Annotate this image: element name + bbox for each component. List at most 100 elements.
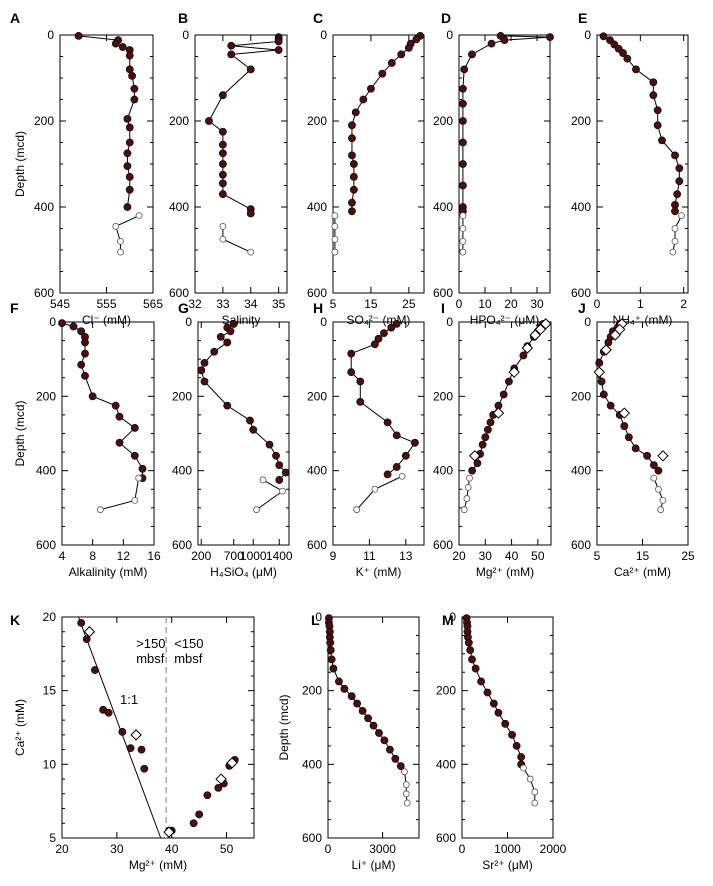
data-point-diamond bbox=[657, 450, 669, 462]
y-tick-label: 400 bbox=[571, 464, 591, 478]
data-point bbox=[392, 463, 401, 471]
x-tick-label: 5 bbox=[330, 297, 337, 311]
data-point bbox=[359, 95, 368, 104]
data-point bbox=[115, 412, 124, 421]
y-tick-label: 200 bbox=[307, 114, 327, 128]
data-point bbox=[349, 172, 358, 181]
data-point bbox=[77, 618, 86, 627]
data-point-diamond bbox=[83, 626, 96, 638]
data-point bbox=[512, 742, 521, 750]
data-point bbox=[91, 666, 99, 674]
y-tick-label: 15 bbox=[43, 684, 57, 698]
y-tick-label: 200 bbox=[36, 389, 56, 403]
y-axis-label: Ca²⁺ (mM) bbox=[13, 699, 27, 756]
data-point-diamond bbox=[618, 407, 631, 419]
x-tick-label: 12 bbox=[117, 549, 131, 563]
data-point bbox=[517, 753, 526, 761]
data-point-open bbox=[678, 212, 685, 220]
x-tick-label: 545 bbox=[50, 297, 70, 311]
series-line bbox=[466, 618, 522, 765]
x-tick-label: 200 bbox=[191, 549, 211, 563]
data-point bbox=[369, 721, 378, 730]
data-point bbox=[265, 440, 274, 449]
series-line bbox=[208, 37, 280, 214]
y-tick-label: 600 bbox=[436, 831, 456, 845]
x-axis-label: Alkalinity (mM) bbox=[69, 565, 148, 579]
data-point bbox=[226, 327, 235, 336]
data-point bbox=[115, 438, 124, 447]
y-tick-label: 10 bbox=[43, 757, 57, 771]
x-axis-label: SO₄²⁻ (mM) bbox=[347, 313, 411, 327]
x-tick-label: 40 bbox=[165, 842, 179, 856]
data-point bbox=[654, 466, 663, 475]
data-point bbox=[81, 349, 89, 358]
y-tick-label: 5 bbox=[49, 831, 56, 845]
data-point bbox=[218, 127, 227, 136]
panel-letter: F bbox=[10, 300, 19, 316]
data-point bbox=[81, 338, 89, 347]
data-point bbox=[349, 185, 358, 194]
data-point-diamond bbox=[215, 773, 227, 785]
data-point bbox=[397, 50, 406, 59]
x-tick-label: 0 bbox=[459, 842, 466, 856]
panel-letter: E bbox=[578, 10, 587, 26]
data-point-open bbox=[671, 237, 679, 245]
y-tick-label: 0 bbox=[315, 610, 322, 624]
data-point-open bbox=[460, 506, 468, 514]
data-point-open bbox=[135, 474, 143, 482]
data-point bbox=[218, 149, 227, 158]
data-point-open bbox=[219, 235, 227, 243]
data-point bbox=[246, 209, 255, 218]
series-line bbox=[522, 767, 536, 804]
y-tick-label: 600 bbox=[302, 831, 322, 845]
data-point-open bbox=[247, 248, 255, 256]
x-tick-label: 50 bbox=[531, 549, 545, 563]
data-point bbox=[326, 638, 335, 647]
panel-letter: B bbox=[178, 10, 188, 26]
y-tick-label: 600 bbox=[307, 286, 327, 300]
data-point bbox=[487, 39, 496, 48]
data-point-open bbox=[531, 799, 539, 807]
y-tick-label: 0 bbox=[49, 315, 56, 329]
data-point bbox=[69, 322, 78, 331]
y-tick-label: 400 bbox=[34, 200, 54, 214]
data-point-diamond bbox=[163, 826, 175, 838]
data-point bbox=[275, 476, 284, 484]
data-point bbox=[197, 366, 206, 375]
data-point-open bbox=[655, 485, 662, 493]
data-point-open bbox=[459, 212, 467, 220]
data-point-diamond bbox=[130, 729, 142, 741]
data-point-open bbox=[650, 474, 658, 482]
data-point-diamond bbox=[492, 407, 505, 419]
x-tick-label: 33 bbox=[216, 297, 230, 311]
y-tick-label: 400 bbox=[172, 464, 192, 478]
plot-frame bbox=[458, 34, 551, 294]
data-point bbox=[597, 377, 606, 386]
data-point bbox=[649, 461, 658, 469]
data-point bbox=[223, 401, 232, 410]
y-tick-label: 0 bbox=[320, 28, 327, 42]
data-point bbox=[375, 729, 383, 737]
annotation: 1:1 bbox=[120, 692, 138, 707]
data-point bbox=[210, 347, 219, 356]
data-point bbox=[499, 390, 508, 399]
x-tick-label: 13 bbox=[399, 549, 413, 563]
data-point bbox=[218, 190, 227, 198]
x-tick-label: 555 bbox=[96, 297, 116, 311]
data-point bbox=[77, 360, 86, 369]
data-point-open bbox=[131, 496, 139, 504]
y-tick-label: 200 bbox=[436, 684, 456, 698]
x-tick-label: 700 bbox=[224, 549, 244, 563]
data-point bbox=[649, 78, 658, 87]
data-point-open bbox=[402, 781, 410, 788]
y-tick-label: 400 bbox=[36, 464, 56, 478]
x-tick-label: 0 bbox=[594, 297, 601, 311]
data-point bbox=[391, 754, 400, 763]
series-line bbox=[463, 478, 471, 510]
data-point bbox=[494, 708, 503, 717]
data-point bbox=[329, 664, 338, 673]
data-point bbox=[392, 319, 401, 328]
